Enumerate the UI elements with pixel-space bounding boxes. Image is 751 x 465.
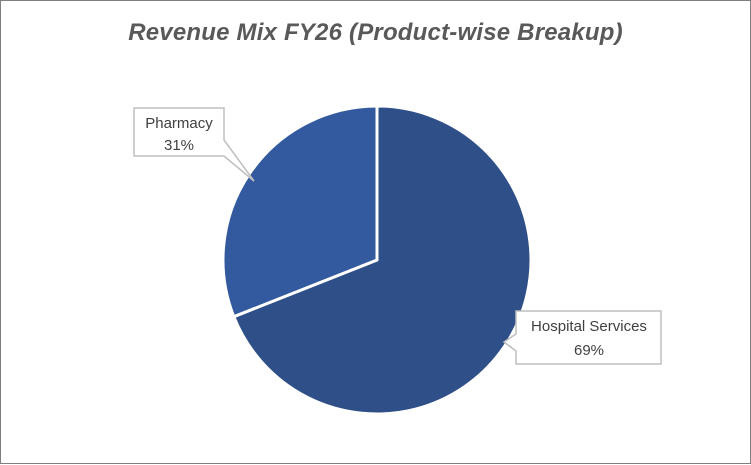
callout-pharmacy: Pharmacy 31%	[133, 107, 255, 182]
callout-hospital-label: Hospital Services	[531, 318, 647, 335]
callout-hospital-box	[502, 310, 662, 365]
pie-slice-pharmacy	[221, 104, 379, 319]
callout-hospital-services: Hospital Services 69%	[502, 310, 662, 365]
callout-pharmacy-box	[133, 107, 255, 182]
pie-slice-hospital-services	[232, 104, 533, 416]
chart-title: Revenue Mix FY26 (Product-wise Breakup)	[128, 19, 623, 46]
callout-pharmacy-value: 31%	[164, 137, 194, 154]
callout-pharmacy-label: Pharmacy	[145, 115, 213, 132]
pie-slices	[221, 104, 533, 416]
callout-hospital-value: 69%	[574, 342, 604, 359]
